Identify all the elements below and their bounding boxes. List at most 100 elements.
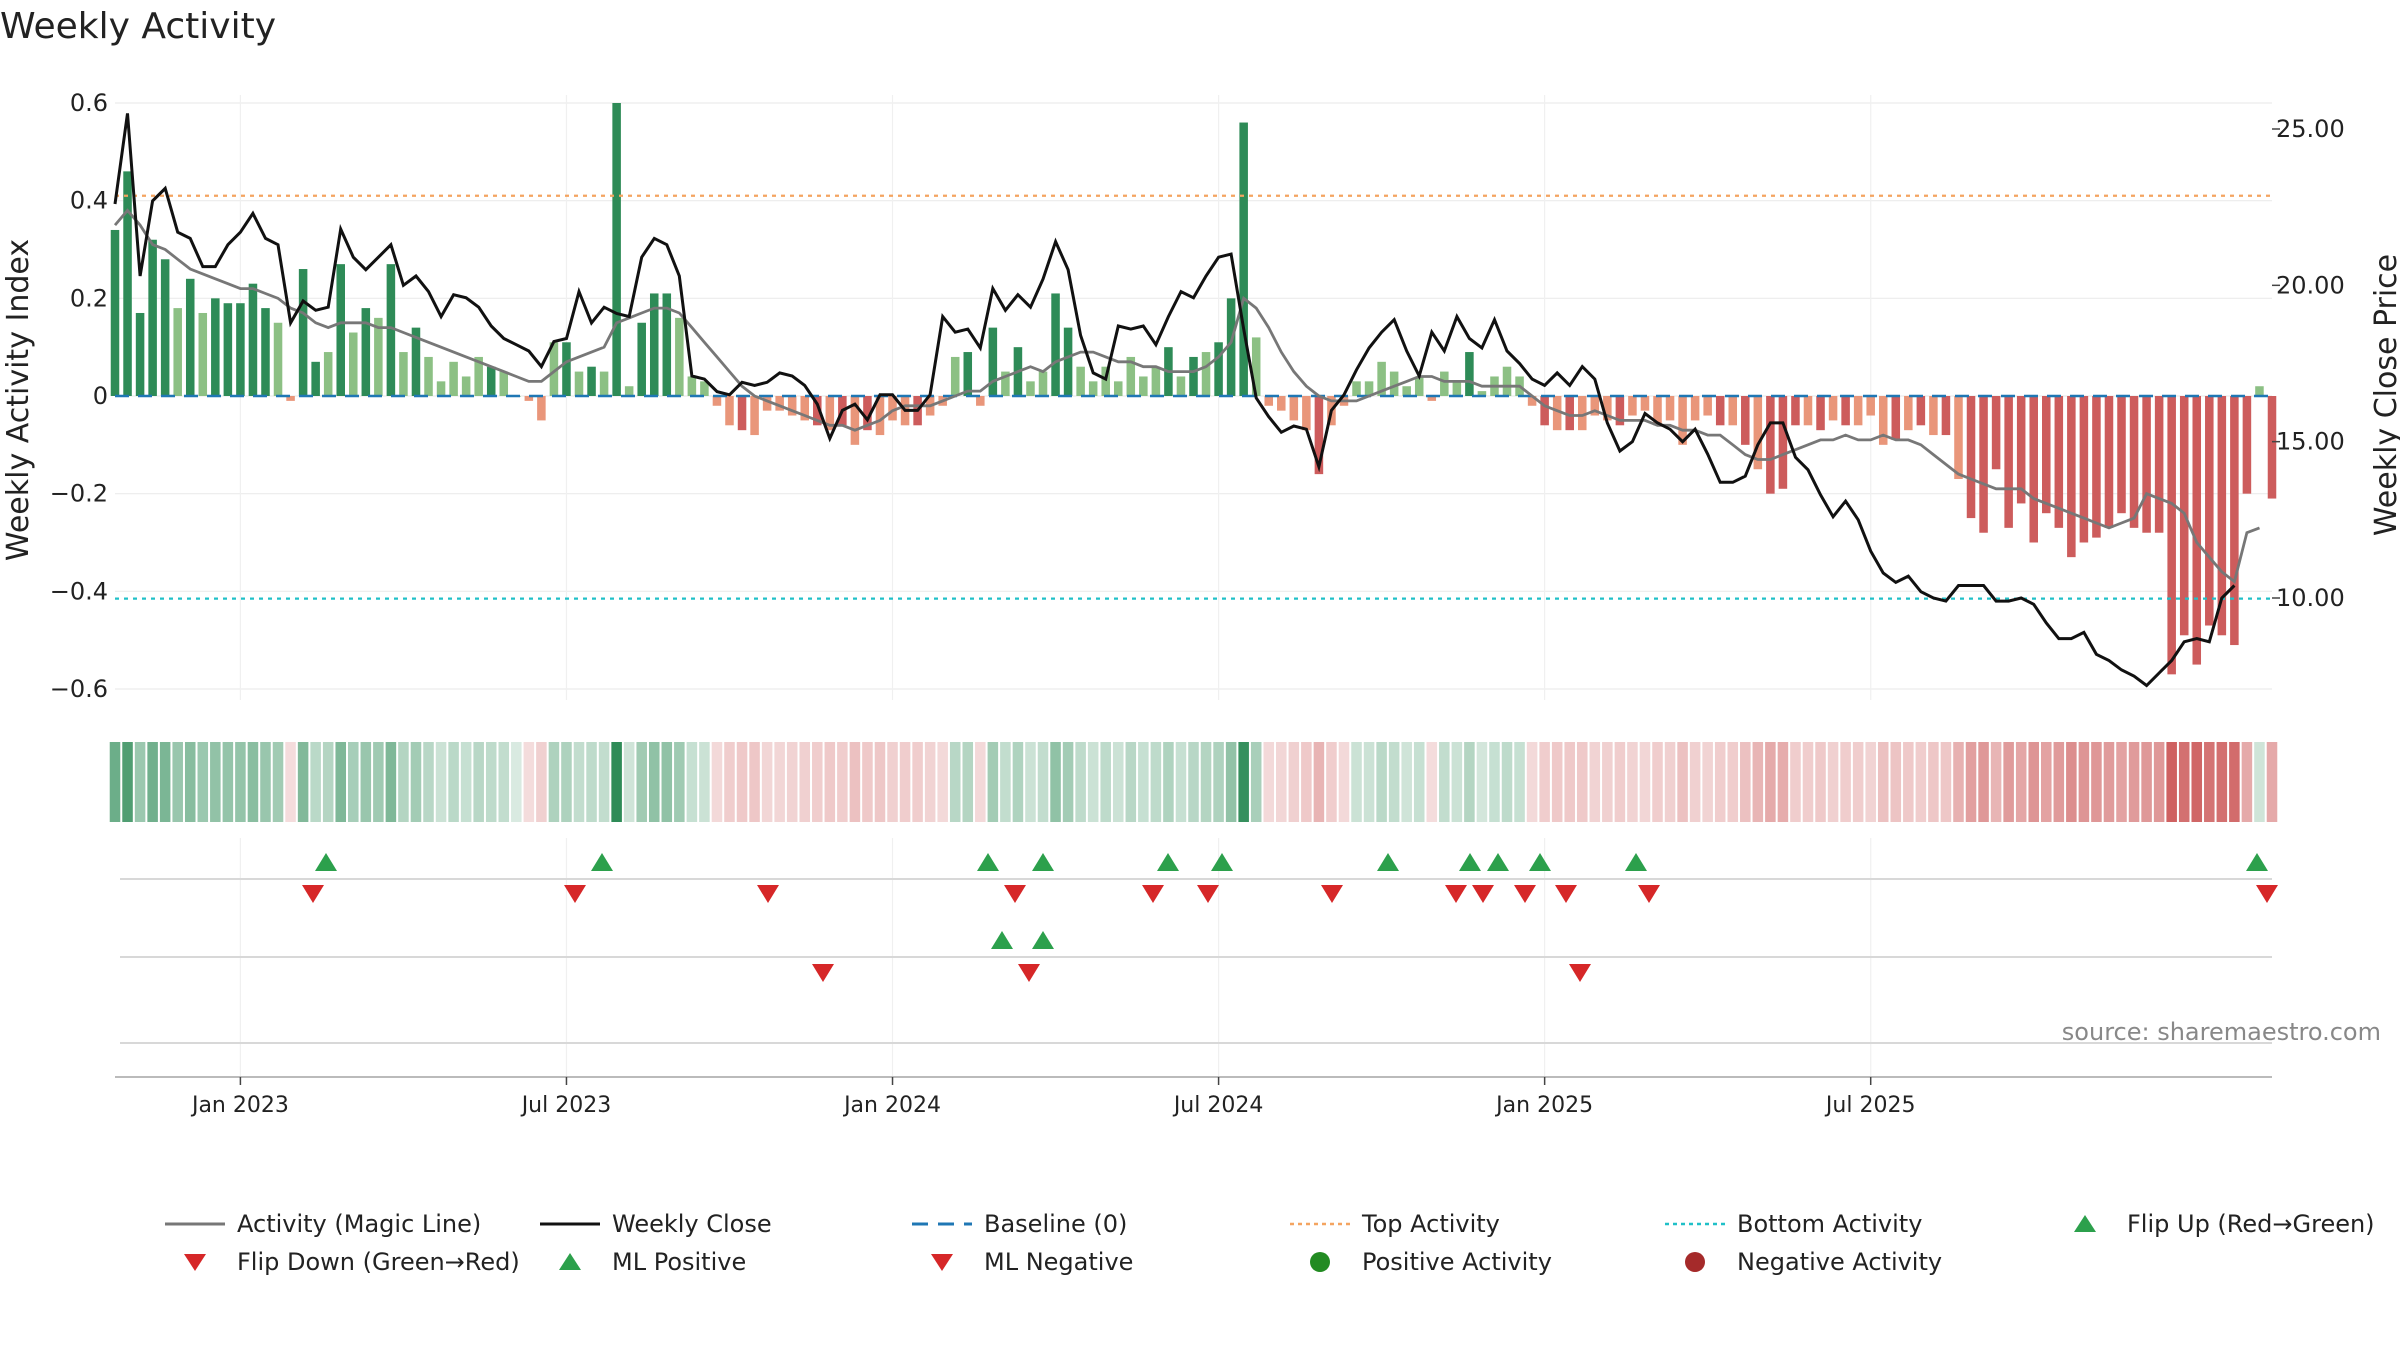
heat-strip-cell [1225,742,1237,822]
heat-strip-cell [874,742,886,822]
legend-label: Flip Down (Green→Red) [237,1248,520,1276]
heat-strip-cell [1602,742,1613,822]
reference-lines [115,194,2272,600]
activity-bar [1979,396,1988,533]
heat-strip-cell [1150,742,1162,822]
flip-up-marker [1377,853,1399,871]
heat-strip-cell [310,742,321,822]
heat-strip-cell [2254,742,2265,822]
x-tick-label: Jul 2023 [520,1093,612,1118]
flip-down-marker [1321,885,1343,903]
activity-bar [1866,396,1875,416]
activity-bar [1214,342,1223,396]
legend-swatch [2074,1215,2096,1232]
activity-bar [211,298,220,396]
activity-bar [1991,396,2001,470]
heat-strip-cell [222,742,234,822]
heat-strip-cell [322,742,334,822]
heat-strip-cell [1928,742,1939,822]
right-tick-label: 15.00 [2276,428,2345,456]
heat-strip-cell [2103,742,2115,822]
activity-bar [1904,396,1913,431]
activity-bar [248,283,258,396]
activity-bar [1076,366,1085,396]
activity-bar [110,229,120,396]
legend-label: Positive Activity [1362,1248,1552,1276]
activity-bar [950,356,960,396]
heat-strip-cell [159,742,171,822]
legend-label: Negative Activity [1737,1248,1942,1276]
activity-bar [537,396,546,421]
heat-strip-cell [184,742,196,822]
left-tick-label: 0.2 [70,284,108,312]
activity-bar [787,396,797,416]
heat-strip-cell [2178,742,2190,822]
axes: 0.6 0.4 0.2 0 −0.2 −0.4 −0.6 25.00 20.00 15.00 10.… [50,89,2345,1118]
activity-bar [675,317,684,396]
heat-strip-cell [2191,742,2203,822]
heat-strip-cell [2128,742,2140,822]
heat-strip-cell [1514,742,1525,822]
heat-strip-cell [385,742,397,822]
activity-bar [1465,352,1474,396]
heat-strip-cell [1313,742,1325,822]
legend-label: Baseline (0) [984,1210,1127,1238]
activity-bar [298,269,308,396]
activity-bar [1189,356,1198,396]
flip-up-marker [1459,853,1481,871]
activity-bar [1703,396,1712,416]
flip-up-marker [315,853,337,871]
activity-bar [599,371,609,396]
activity-bar [612,103,621,396]
activity-bar [2079,396,2089,543]
activity-bar [1966,396,1976,519]
flip-down-marker [1004,885,1026,903]
heat-strip-cell [1852,742,1864,822]
heat-strip-cell [373,742,384,822]
heat-strip-cell [1714,742,1726,822]
ml-negative-marker [1018,964,1040,982]
heat-strip-cell [2015,742,2027,822]
heat-strip-cell [1125,742,1137,822]
activity-bar [1377,361,1386,396]
heat-strip-cell [1689,742,1701,822]
heat-strip-cell [172,742,183,822]
heat-strip-cell [473,742,484,822]
heat-strip-cell [1664,742,1676,822]
heat-strip-cell [2266,742,2278,822]
activity-bar [1314,396,1324,475]
heat-strip-cell [435,742,447,822]
activity-bar [474,356,483,396]
activity-bar [1176,376,1186,396]
activity-bar [549,342,559,396]
activity-bar [888,396,897,421]
activity-bar [2154,396,2164,533]
heat-strip-cell [912,742,923,822]
heat-strip-cell [1702,742,1713,822]
flip-down-marker [2256,885,2278,903]
activity-bar [574,371,584,396]
heat-strip-cell [2229,742,2240,822]
heat-strip-cell [523,742,535,822]
flip-up-marker [591,853,613,871]
heat-strip-cell [1740,742,1751,822]
heat-strip-cell [1677,742,1688,822]
legend-label: Weekly Close [612,1210,772,1238]
activity-bar [1540,396,1549,426]
heat-strip-cell [235,742,246,822]
ml-negative-marker [812,964,834,982]
activity-bar [1088,381,1098,396]
activity-bars [110,103,2277,675]
flip-down-marker [1445,885,1467,903]
activity-bar [399,352,408,396]
activity-bar [1414,376,1424,396]
heat-strip-cell [1877,742,1889,822]
activity-bar [762,396,772,411]
magic-line [113,208,2260,585]
activity-bar [737,396,747,431]
activity-bar [1565,396,1574,431]
heat-strip-cell [1451,742,1463,822]
legend-swatch [184,1254,206,1271]
heat-strip-cell [2204,742,2215,822]
activity-bar [2092,396,2101,538]
